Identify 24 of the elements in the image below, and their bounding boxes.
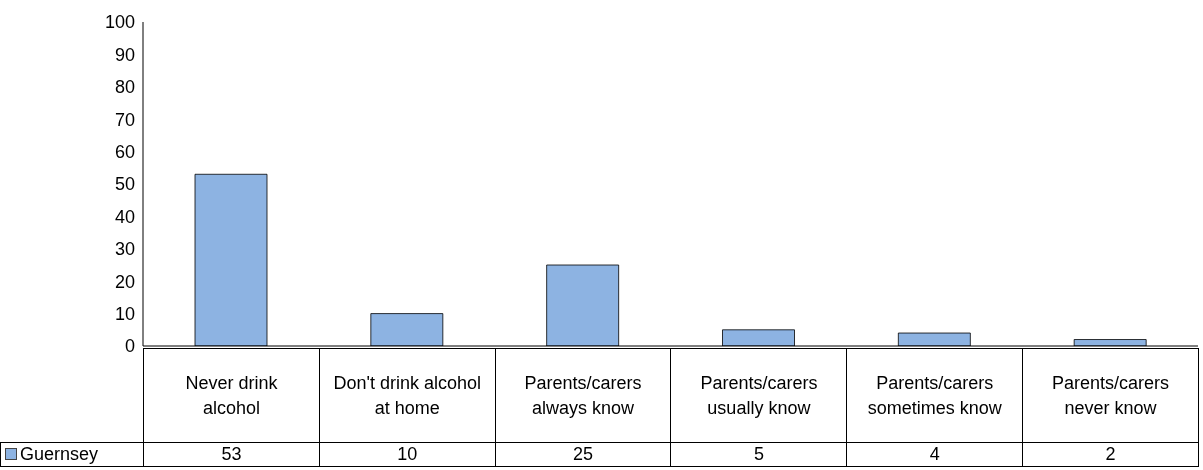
- y-tick-label: 30: [114, 239, 135, 260]
- x-tick-label: Parents/carers sometimes know: [846, 348, 1023, 443]
- y-tick-label: 50: [114, 174, 135, 195]
- x-tick-label: Never drink alcohol: [143, 348, 320, 443]
- x-tick-label: Parents/carers never know: [1022, 348, 1199, 443]
- x-tick-label: Parents/carers always know: [495, 348, 671, 443]
- data-label: 5: [670, 442, 847, 467]
- y-tick-label: 10: [114, 303, 135, 324]
- x-tick-label: Parents/carers usually know: [670, 348, 847, 443]
- y-tick-label: 60: [114, 141, 135, 162]
- data-label: 2: [1022, 442, 1199, 467]
- y-tick-label: 40: [114, 206, 135, 227]
- y-tick-label: 20: [114, 271, 135, 292]
- data-label: 4: [846, 442, 1023, 467]
- y-tick-label: 0: [124, 336, 135, 357]
- data-label: 10: [319, 442, 496, 467]
- data-label: 25: [495, 442, 671, 467]
- y-tick-label: 90: [114, 44, 135, 65]
- legend-label: Guernsey: [19, 444, 99, 464]
- y-tick-label: 80: [114, 77, 135, 98]
- y-tick-label: 100: [104, 12, 135, 33]
- x-tick-label: Don't drink alcohol at home: [319, 348, 496, 443]
- data-label: 53: [143, 442, 320, 467]
- y-tick-label: 70: [114, 109, 135, 130]
